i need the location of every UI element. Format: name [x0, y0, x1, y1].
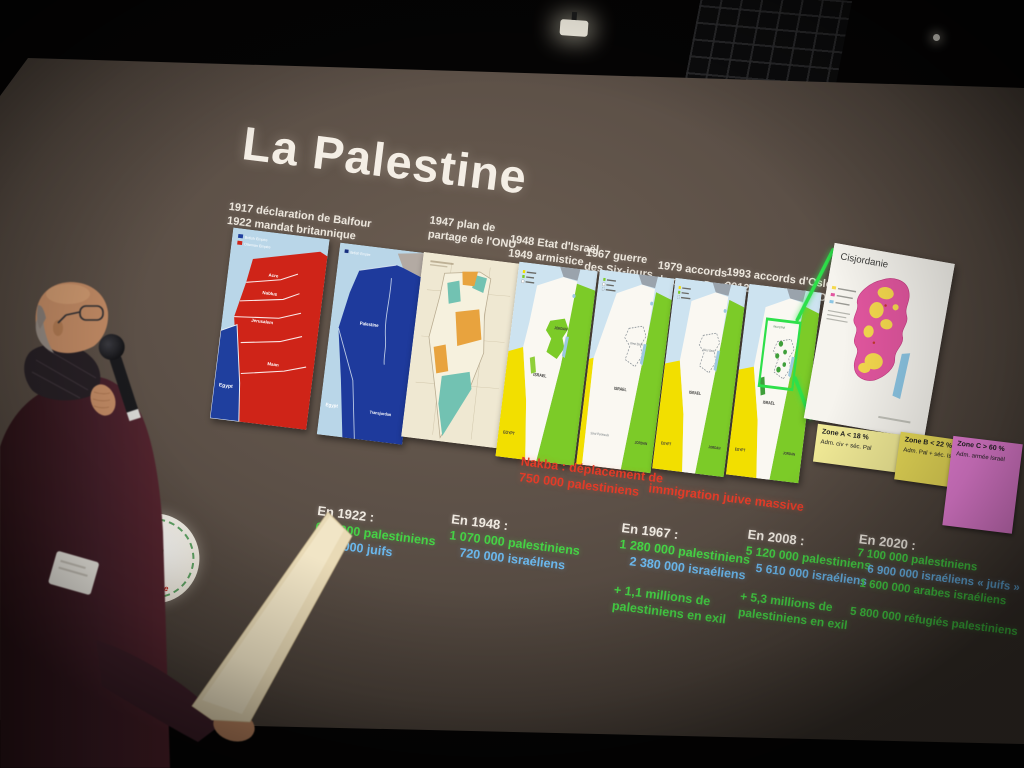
paper-sheets	[191, 511, 353, 723]
